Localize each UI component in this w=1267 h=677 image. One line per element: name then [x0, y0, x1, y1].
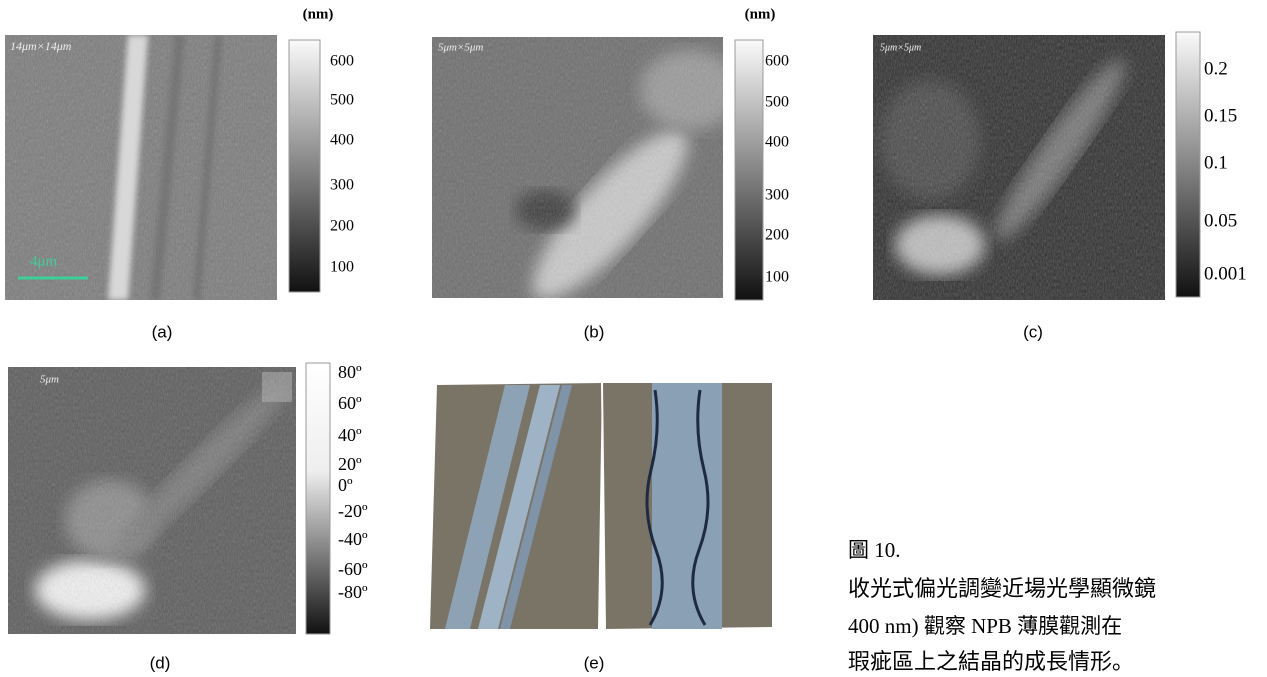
colorbar-label: 0.001	[1204, 263, 1247, 284]
panel-caption: (d)	[150, 653, 171, 672]
colorbar-label: 60º	[338, 393, 362, 413]
snom-image-c	[873, 35, 1165, 300]
colorbar-label: 500	[765, 94, 789, 111]
colorbar-label: 200	[330, 218, 354, 235]
caption-line: 400 nm) 觀察 NPB 薄膜觀測在	[848, 614, 1122, 638]
colorbar-label: 300	[330, 177, 354, 194]
unit-label: (nm)	[745, 6, 776, 22]
colorbar-label: -40º	[338, 529, 368, 549]
colorbar-label: 0º	[338, 475, 353, 495]
figure: (nm) (nm) 14μm×14μm 5μm×5μm 5μm×5μm 5μm …	[0, 0, 1267, 677]
panel-caption: (a)	[152, 322, 173, 341]
colorbar	[735, 40, 763, 300]
scale-label: 5μm	[40, 374, 59, 386]
colorbar-label: 0.2	[1204, 58, 1228, 79]
colorbar-label: 400	[330, 132, 354, 149]
scale-label: 5μm×5μm	[880, 42, 921, 53]
colorbar-label: 0.1	[1204, 152, 1228, 173]
afm-image-b	[432, 37, 740, 318]
colorbar-label: 600	[330, 53, 354, 70]
caption-line: 收光式偏光調變近場光學顯微鏡	[848, 576, 1156, 601]
colorbar-label: 600	[765, 53, 789, 70]
colorbar-label: -80º	[338, 582, 368, 602]
optical-image-e	[430, 383, 772, 629]
colorbar-label: -20º	[338, 501, 368, 521]
colorbar-label: 400	[765, 134, 789, 151]
scale-bar-label: 4μm	[30, 253, 58, 269]
panel-caption: (b)	[584, 322, 605, 341]
colorbar-label: 100	[765, 269, 789, 286]
colorbar-label: 20º	[338, 454, 362, 474]
scale-label: 14μm×14μm	[10, 39, 72, 53]
figure-label: 圖 10.	[848, 538, 901, 562]
colorbar	[289, 40, 320, 292]
colorbar-label: 0.05	[1204, 210, 1237, 231]
colorbar-label: 200	[765, 227, 789, 244]
panel-caption: (c)	[1023, 322, 1043, 341]
colorbar-label: 500	[330, 92, 354, 109]
colorbar-label: 80º	[338, 362, 362, 382]
colorbar-label: 0.15	[1204, 105, 1237, 126]
scale-label: 5μm×5μm	[438, 42, 483, 54]
colorbar-label: 300	[765, 187, 789, 204]
snom-image-d	[8, 367, 296, 634]
colorbar-label: 100	[330, 259, 354, 276]
colorbar	[1176, 32, 1200, 297]
colorbar	[306, 363, 330, 634]
caption-line: 瑕疵區上之結晶的成長情形。	[848, 649, 1134, 674]
unit-label: (nm)	[303, 6, 334, 22]
colorbar-label: 40º	[338, 425, 362, 445]
panel-caption: (e)	[584, 653, 605, 672]
colorbar-label: -60º	[338, 559, 368, 579]
